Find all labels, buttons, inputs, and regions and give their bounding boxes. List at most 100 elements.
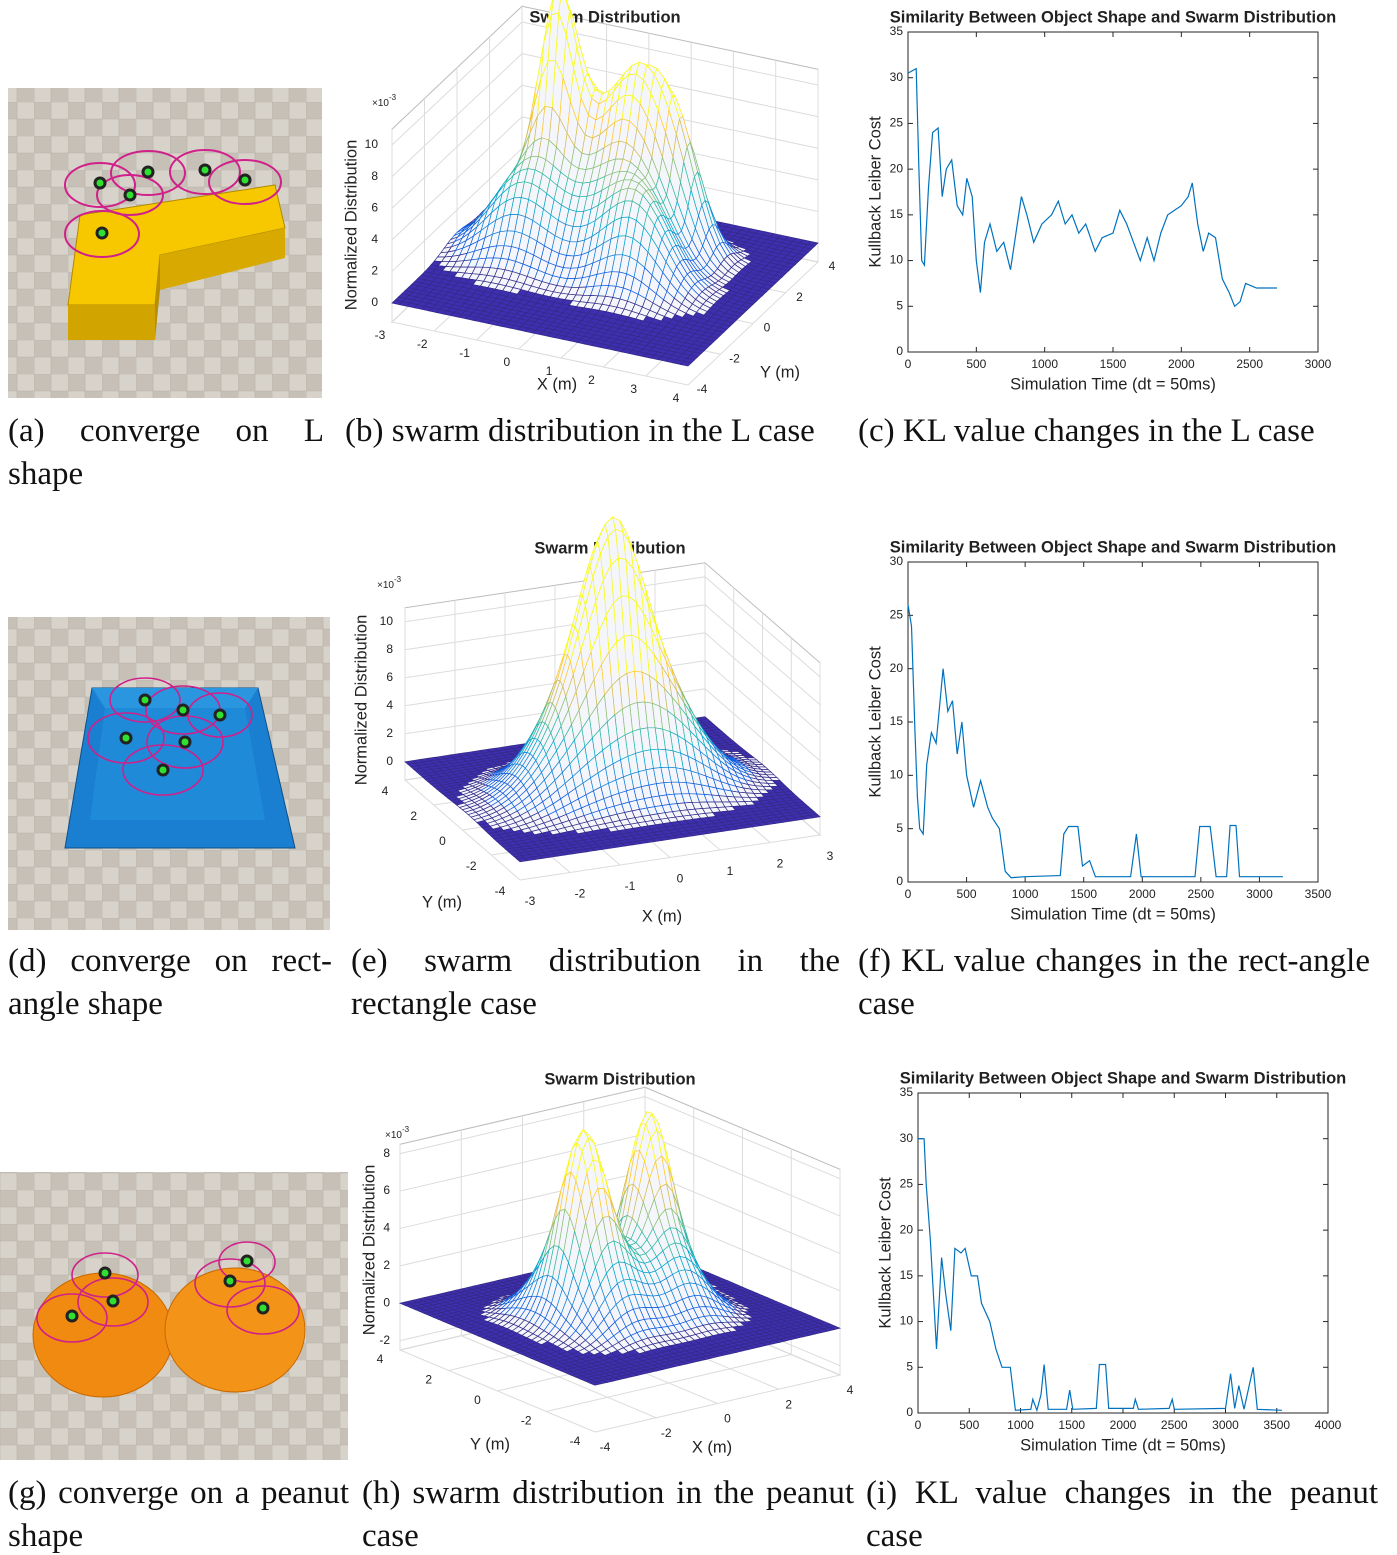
z-tick-label: 2	[386, 726, 393, 740]
x-tick-label: 3	[630, 382, 637, 396]
z-multiplier-base: ×10	[372, 98, 389, 109]
x-tick-label: 1000	[1031, 357, 1058, 371]
y-tick-label: 5	[896, 821, 903, 835]
z-tick-label: 2	[371, 264, 378, 278]
y-tick-label: 10	[890, 253, 904, 267]
z-tick-label: 0	[383, 1295, 390, 1309]
x-tick-label: 2	[785, 1397, 792, 1411]
y-tick-label: -4	[697, 382, 708, 396]
x-tick-label: 500	[966, 357, 986, 371]
sim-image-l	[8, 88, 322, 398]
y-tick-label: 2	[796, 290, 803, 304]
x-tick-label: 2500	[1236, 357, 1263, 371]
x-axis-label: Simulation Time (dt = 50ms)	[1010, 375, 1216, 393]
x-tick-label: 3000	[1246, 887, 1273, 901]
y-tick-label: -2	[521, 1414, 532, 1428]
x-tick-label: 0	[724, 1412, 731, 1426]
z-multiplier-exponent: -3	[394, 575, 402, 584]
x-tick-label: 1	[727, 864, 734, 878]
z-multiplier: ×10-3	[377, 575, 402, 591]
x-tick-label: 2	[777, 857, 784, 871]
x-tick-label: -2	[661, 1426, 672, 1440]
z-axis-label: Normalized Distribution	[342, 140, 360, 311]
x-tick-label: -2	[417, 337, 428, 351]
z-multiplier-exponent: -3	[389, 93, 397, 102]
z-tick-label: 8	[383, 1146, 390, 1160]
y-tick-label: -2	[466, 859, 477, 873]
z-tick-label: 4	[383, 1221, 390, 1235]
y-tick-label: -2	[729, 351, 740, 365]
y-axis-label: Kullback Leiber Cost	[866, 116, 884, 268]
y-tick-label: 35	[890, 24, 904, 38]
x-tick-label: 3500	[1305, 887, 1332, 901]
chart-title: Swarm Distribution	[544, 1070, 695, 1088]
z-multiplier: ×10-3	[372, 93, 397, 109]
x-tick-label: -4	[600, 1440, 611, 1454]
chart-title: Similarity Between Object Shape and Swar…	[890, 538, 1337, 556]
x-tick-label: -2	[575, 887, 586, 901]
x-axis-label: Simulation Time (dt = 50ms)	[1010, 905, 1216, 923]
y-axis-label: Y (m)	[760, 363, 800, 381]
z-tick-label: -2	[379, 1333, 390, 1347]
x-tick-label: 1000	[1012, 887, 1039, 901]
y-tick-label: 30	[890, 70, 904, 84]
y-tick-label: 5	[896, 298, 903, 312]
y-tick-label: 25	[890, 116, 904, 130]
x-axis-label: X (m)	[642, 907, 682, 925]
y-tick-label: 20	[890, 161, 904, 175]
y-tick-label: 4	[377, 1352, 384, 1366]
x-tick-label: 2000	[1129, 887, 1156, 901]
y-tick-label: 15	[890, 714, 904, 728]
x-tick-label: -1	[459, 346, 470, 360]
z-tick-label: 10	[365, 137, 379, 151]
z-tick-label: 4	[386, 698, 393, 712]
x-axis-label: X (m)	[537, 375, 577, 393]
z-tick-label: 0	[371, 295, 378, 309]
x-tick-label: 2000	[1168, 357, 1195, 371]
x-tick-label: 4	[847, 1383, 854, 1397]
y-tick-label: 30	[890, 554, 904, 568]
x-tick-label: 3000	[1305, 357, 1332, 371]
y-tick-label: 0	[474, 1393, 481, 1407]
z-tick-label: 6	[371, 200, 378, 214]
y-tick-label: 0	[896, 344, 903, 358]
x-tick-label: 1500	[1100, 357, 1127, 371]
z-tick-label: 6	[383, 1183, 390, 1197]
y-tick-label: 25	[890, 608, 904, 622]
figure-canvas: Swarm Distribution -3 -2 -1 0 1 2 3 4 -4 -2 0 2 4 0 2 4 6…	[0, 0, 1397, 1555]
y-axis-label: Y (m)	[422, 893, 462, 911]
y-tick-label: 4	[829, 259, 836, 273]
figure: Swarm Distribution -3 -2 -1 0 1 2 3 4 -4 -2 0 2 4 0 2 4 6…	[0, 0, 1397, 1555]
x-tick-label: 0	[504, 355, 511, 369]
x-tick-label: 0	[677, 872, 684, 886]
y-tick-label: -4	[570, 1434, 581, 1448]
x-tick-label: 1500	[1070, 887, 1097, 901]
y-tick-label: 20	[890, 661, 904, 675]
y-tick-label: 2	[410, 809, 417, 823]
grid-line	[595, 1375, 840, 1432]
y-tick-label: -4	[495, 884, 506, 898]
x-tick-label: 4	[673, 391, 680, 405]
y-tick-label: 0	[896, 874, 903, 888]
x-tick-label: 2500	[1188, 887, 1215, 901]
x-tick-label: 500	[957, 887, 977, 901]
sim-image-rectangle	[8, 617, 330, 930]
z-tick-label: 6	[386, 670, 393, 684]
x-tick-label: 0	[905, 357, 912, 371]
z-tick-label: 4	[371, 232, 378, 246]
z-tick-label: 8	[386, 642, 393, 656]
y-tick-label: 0	[439, 834, 446, 848]
z-tick-label: 0	[386, 754, 393, 768]
x-tick-label: -3	[375, 328, 386, 342]
z-tick-label: 2	[383, 1258, 390, 1272]
plot-area	[908, 32, 1318, 352]
x-tick-label: 2	[588, 373, 595, 387]
z-multiplier-base: ×10	[377, 580, 394, 591]
z-tick-label: 8	[371, 169, 378, 183]
y-tick-label: 0	[764, 321, 771, 335]
y-axis-label: Kullback Leiber Cost	[866, 646, 884, 798]
z-axis-label: Normalized Distribution	[352, 615, 370, 786]
x-tick-label: 3	[827, 849, 834, 863]
y-tick-label: 10	[890, 768, 904, 782]
z-tick-label: 10	[380, 614, 394, 628]
